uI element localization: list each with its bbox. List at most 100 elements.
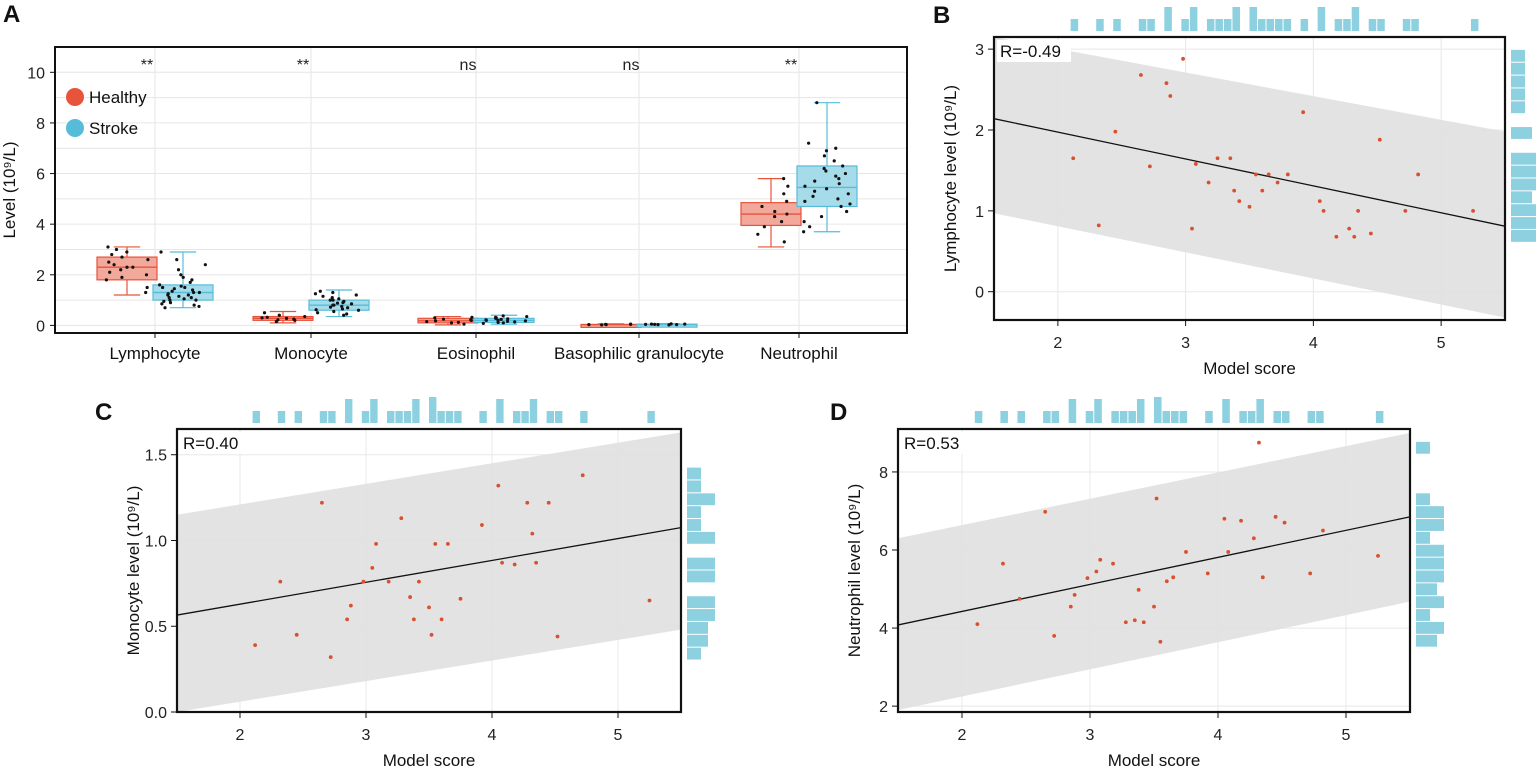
scatter-point [1096, 223, 1101, 228]
data-point [190, 278, 194, 282]
x-tick-label: 4 [1214, 727, 1223, 744]
marginal-histogram-bar [294, 411, 302, 423]
data-point [433, 316, 437, 320]
scatter-point [1260, 575, 1265, 580]
marginal-histogram-bar [580, 411, 588, 423]
scatter-point [1301, 110, 1306, 115]
scatter-point [1123, 620, 1128, 625]
data-point [119, 268, 123, 272]
scatter-point [1321, 528, 1325, 533]
marginal-histogram-bar [1000, 411, 1008, 423]
x-tick-label: 5 [1437, 335, 1446, 352]
data-point [145, 285, 149, 290]
data-point [349, 302, 354, 306]
data-point [834, 174, 838, 178]
scatter-point [1260, 188, 1265, 193]
marginal-histogram-bar [1239, 411, 1247, 423]
data-point [456, 320, 460, 324]
marginal-histogram-bar [687, 596, 715, 609]
scatter-point [399, 516, 404, 521]
data-point [120, 275, 124, 279]
marginal-histogram-bar [1164, 7, 1172, 31]
x-tick-label: 3 [1086, 727, 1095, 744]
scatter-point [1215, 156, 1220, 161]
marginal-histogram-bar [1402, 19, 1411, 31]
marginal-histogram-bar [1179, 411, 1188, 423]
data-point [773, 209, 777, 214]
significance-label: ** [297, 57, 309, 74]
data-point [260, 316, 264, 320]
scatter-point [1111, 561, 1115, 566]
data-point [168, 298, 172, 302]
x-tick-label: Basophilic granulocyte [554, 344, 724, 363]
scatter-point [1228, 156, 1233, 161]
data-point [104, 278, 108, 282]
scatter-point [1275, 180, 1280, 185]
data-point [813, 179, 817, 183]
data-point [292, 317, 296, 321]
x-tick-label: 4 [488, 727, 497, 744]
marginal-histogram-bar [1307, 411, 1316, 423]
data-point [808, 225, 812, 229]
data-point [262, 311, 267, 315]
marginal-histogram-bar [429, 397, 437, 423]
marginal-histogram-bar [1316, 411, 1324, 423]
marginal-histogram-bar [1416, 493, 1430, 506]
scatter-point [534, 560, 538, 565]
scatter-point [500, 560, 504, 565]
marginal-histogram-bar [1282, 411, 1290, 423]
marginal-histogram-bar [1136, 399, 1145, 423]
marginal-histogram-bar [345, 399, 353, 423]
scatter-point [1416, 172, 1421, 177]
scatter-point [1193, 162, 1198, 166]
data-point [683, 322, 687, 326]
y-tick-label: 0.0 [145, 705, 167, 722]
x-tick-label: 2 [958, 727, 967, 744]
marginal-histogram-bar [1154, 397, 1162, 423]
y-tick-label: 4 [879, 621, 888, 638]
y-tick-label: 2 [879, 699, 888, 716]
data-point [433, 319, 438, 323]
marginal-histogram-bar [974, 411, 983, 423]
significance-label: ns [623, 57, 640, 74]
marginal-histogram-bar [1275, 19, 1283, 31]
marginal-histogram-bar [1043, 411, 1051, 423]
marginal-histogram-bar [1416, 519, 1444, 531]
scatter-point [1251, 536, 1256, 541]
data-point [146, 258, 150, 262]
data-point [587, 323, 591, 327]
data-point [782, 240, 786, 244]
plot-frame [175, 427, 683, 714]
y-tick-label: 1.5 [145, 448, 167, 465]
scatter-point [446, 542, 450, 546]
data-point [106, 245, 110, 249]
y-tick-label: 3 [975, 42, 984, 59]
data-point [335, 301, 340, 305]
data-point [484, 318, 488, 322]
data-point [131, 265, 135, 269]
data-point [822, 166, 826, 171]
marginal-histogram-bar [479, 411, 487, 423]
scatter-point [374, 542, 378, 546]
marginal-histogram-bar [1171, 411, 1179, 423]
marginal-histogram-bar [437, 411, 445, 423]
box-neutrophil-stroke [796, 101, 858, 234]
correlation-label: R=0.40 [183, 434, 238, 453]
scatter-point [1257, 440, 1261, 445]
panel-label: C [95, 399, 112, 426]
data-point [813, 189, 817, 193]
scatter-point [1205, 571, 1210, 576]
data-point [506, 317, 510, 321]
box-lymphocyte-healthy [96, 245, 158, 296]
data-point [332, 309, 336, 314]
box-basophilic-granulocyte-stroke [636, 322, 698, 328]
data-point [760, 204, 764, 209]
scatter-point [1098, 557, 1103, 562]
scatter-point [1347, 226, 1352, 231]
data-point [194, 298, 198, 302]
scatter-point [320, 500, 324, 505]
y-axis-label: Neutrophil level (10⁹/L) [845, 484, 864, 658]
data-point [144, 290, 148, 295]
data-point [848, 202, 852, 206]
correlation-label: R=0.53 [904, 434, 959, 453]
